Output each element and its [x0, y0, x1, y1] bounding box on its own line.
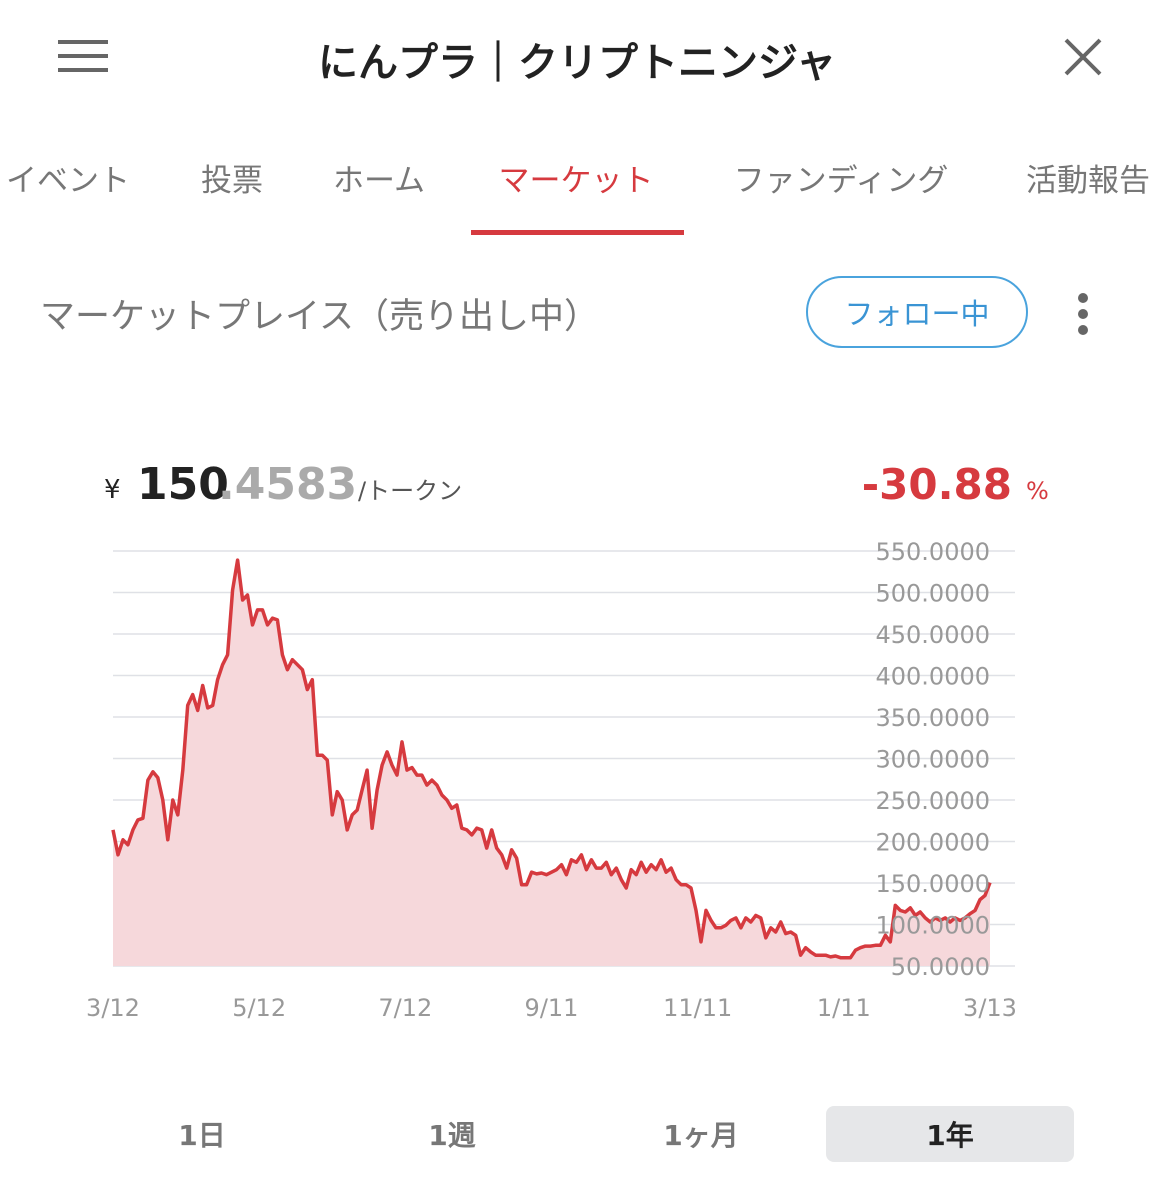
- period-tab[interactable]: 1年: [826, 1106, 1074, 1162]
- area: [113, 560, 990, 966]
- section-title: マーケットプレイス（売り出し中）: [40, 297, 599, 337]
- period-tab[interactable]: 1ヶ月: [663, 1119, 739, 1152]
- price-integer: 150: [137, 459, 229, 510]
- chart: ¥ 150 .4583 /トークン -30.88 % 550.0000 500.0…: [86, 459, 1049, 1022]
- price-change-unit: %: [1026, 477, 1049, 505]
- price-change: -30.88: [862, 460, 1012, 509]
- follow-button[interactable]: フォロー中: [806, 276, 1028, 348]
- x-tick-label: 11/11: [663, 994, 732, 1022]
- nav-tab[interactable]: 活動報告: [1026, 163, 1150, 199]
- nav-tab[interactable]: イベント: [6, 163, 130, 199]
- nav-tab[interactable]: 投票: [201, 163, 263, 199]
- y-tick-label: 350.0000: [875, 704, 990, 732]
- y-tick-label: 300.0000: [875, 746, 990, 774]
- more-icon[interactable]: [1074, 292, 1094, 338]
- y-tick-label: 100.0000: [875, 912, 990, 940]
- active-underline: [471, 230, 684, 235]
- x-tick-label: 3/13: [963, 994, 1017, 1022]
- currency: ¥: [104, 475, 121, 505]
- y-tick-label: 400.0000: [875, 663, 990, 691]
- y-tick-label: 550.0000: [875, 538, 990, 566]
- x-tick-label: 3/12: [86, 994, 140, 1022]
- x-tick-label: 5/12: [232, 994, 286, 1022]
- period-tab[interactable]: 1日: [178, 1119, 226, 1152]
- y-tick-label: 450.0000: [875, 621, 990, 649]
- nav-tab[interactable]: マーケット: [498, 163, 654, 199]
- line: [111, 558, 992, 960]
- menu-icon[interactable]: [58, 40, 108, 74]
- y-tick-label: 250.0000: [875, 787, 990, 815]
- price-unit: /トークン: [358, 477, 462, 505]
- nav-tab[interactable]: ファンディング: [733, 163, 949, 199]
- x-tick-label: 7/12: [378, 994, 432, 1022]
- price-decimals: .4583: [218, 459, 357, 510]
- nav-tab[interactable]: ホーム: [332, 163, 426, 199]
- x-tick-label: 1/11: [817, 994, 871, 1022]
- header-title: にんプラ｜クリプトニンジャ: [318, 40, 836, 86]
- y-tick-label: 150.0000: [875, 870, 990, 898]
- close-icon[interactable]: [1064, 38, 1102, 76]
- y-tick-label: 200.0000: [875, 829, 990, 857]
- period-tab[interactable]: 1週: [428, 1119, 476, 1152]
- y-tick-label: 50.0000: [891, 953, 990, 981]
- x-tick-label: 9/11: [525, 994, 579, 1022]
- y-tick-label: 500.0000: [875, 580, 990, 608]
